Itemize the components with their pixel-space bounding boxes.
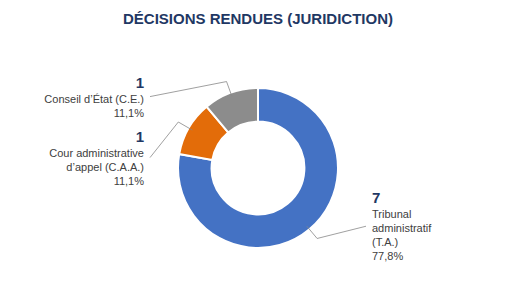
category-label: Tribunal — [372, 208, 411, 220]
category-label: administratif — [372, 222, 432, 234]
category-label: Cour administrative — [49, 147, 144, 159]
leader-line — [150, 122, 192, 158]
slice — [207, 88, 258, 132]
category-label: Conseil d’État (C.E.) — [44, 93, 144, 105]
donut — [178, 88, 338, 248]
category-label: (T.A.) — [372, 236, 398, 248]
share-label: 77,8% — [372, 250, 403, 262]
data-label: 1 — [136, 74, 144, 91]
category-label: d’appel (C.A.A.) — [66, 161, 144, 173]
share-label: 11,1% — [114, 175, 145, 187]
data-label: 1 — [136, 128, 144, 145]
labels: 7 Tribunal administratif (T.A.) 77,8% 1 Cour a… — [44, 74, 432, 263]
chart: DÉCISIONS RENDUES (JURIDICTION) 7 Tribunal… — [0, 0, 516, 297]
leader-line — [307, 226, 366, 238]
data-label: 7 — [372, 189, 380, 206]
share-label: 11,1% — [114, 107, 145, 119]
title: DÉCISIONS RENDUES (JURIDICTION) — [123, 10, 393, 27]
leader-line — [150, 82, 232, 97]
slice — [178, 88, 338, 248]
